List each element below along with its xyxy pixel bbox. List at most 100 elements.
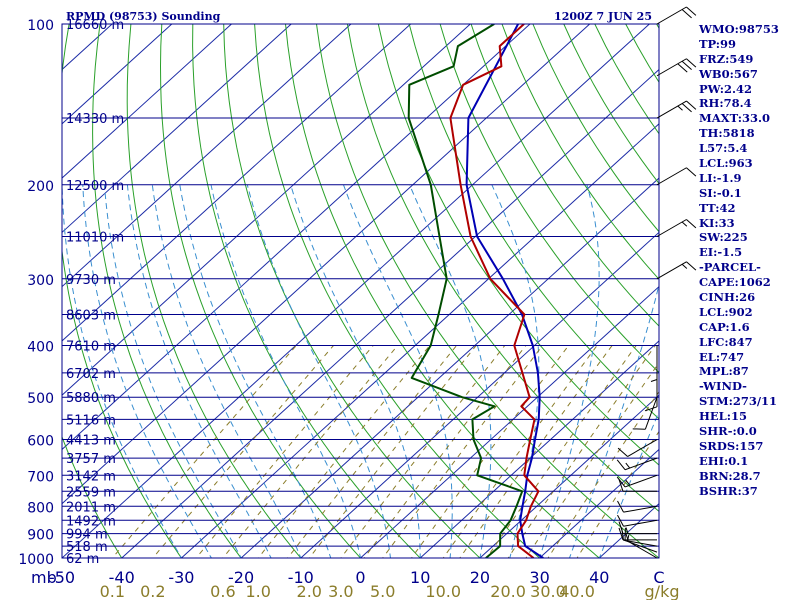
isotherm-line: [62, 24, 650, 558]
temperature-tick-label: 0: [355, 568, 365, 587]
index-item: SRDS:157: [699, 438, 764, 453]
moist-adiabat-line: [246, 184, 392, 558]
isotherm-line: [121, 68, 659, 558]
index-item: -PARCEL-: [699, 260, 761, 275]
parcel-trace: [465, 24, 544, 558]
mixing-ratio-line: [340, 345, 506, 558]
index-item: CAPE:1062: [699, 275, 771, 290]
index-item: CAP:1.6: [699, 319, 750, 334]
isotherm-line: [360, 285, 659, 558]
wind-barb-flag: [686, 100, 697, 110]
index-item: TP:99: [699, 36, 737, 51]
index-item: HEL:15: [699, 409, 747, 424]
index-item: FRZ:549: [699, 51, 754, 66]
height-label: 518 m: [66, 540, 108, 555]
temperature-trace: [449, 24, 540, 558]
mixing-ratio-line: [363, 345, 527, 558]
height-label: 994 m: [66, 528, 108, 543]
station-title: RPMD (98753) Sounding: [66, 10, 221, 23]
wind-barb-staff: [627, 540, 658, 559]
wind-barb-flag: [618, 527, 624, 541]
moist-adiabat-line: [179, 184, 332, 558]
wind-barb: [616, 474, 658, 488]
wind-barb-staff: [656, 100, 687, 119]
wind-barb: [656, 58, 697, 77]
pressure-label: 200: [27, 179, 54, 195]
height-label: 3142 m: [66, 469, 116, 484]
isotherm-line: [62, 24, 173, 125]
wind-barb-flag: [617, 447, 628, 457]
height-label: 12500 m: [66, 179, 124, 194]
isotherm-line: [62, 24, 232, 179]
pressure-label: 100: [27, 18, 54, 34]
moist-adiabat-line: [539, 184, 600, 558]
mixing-ratio-label: 2.0: [297, 582, 322, 600]
moist-adiabat-line: [151, 184, 302, 558]
mixing-ratio-line: [576, 430, 659, 558]
pressure-label: 1000: [18, 552, 54, 568]
mixing-ratio-label: 5.0: [370, 582, 395, 600]
pressure-label: 900: [27, 528, 54, 544]
temperature-tick-label: -10: [288, 568, 314, 587]
isotherm-line: [62, 24, 591, 505]
index-item: PW:2.42: [699, 81, 753, 96]
moist-adiabat-line: [62, 184, 183, 558]
pressure-label: 800: [27, 500, 54, 516]
mixing-ratio-line: [525, 361, 659, 558]
pressure-label: 500: [27, 391, 54, 407]
wind-barb: [656, 219, 697, 237]
isotherm-line: [479, 394, 659, 558]
mixing-ratio-unit: g/kg: [645, 582, 680, 600]
wind-barb: [624, 527, 658, 553]
moist-adiabat-line: [210, 184, 362, 558]
pressure-label: 400: [27, 340, 54, 356]
mixing-ratio-label: 40.0: [559, 582, 595, 600]
wind-barb-flag: [686, 6, 697, 16]
wind-barb-half-flag: [625, 462, 631, 469]
dry-adiabat-line: [92, 24, 242, 558]
height-label: 2559 m: [66, 485, 116, 500]
mixing-ratio-label: 30.0: [530, 582, 566, 600]
wind-barb-staff: [624, 540, 658, 553]
wind-barb-flag: [617, 500, 624, 513]
isotherm-line: [419, 340, 659, 558]
dry-adiabat-line: [192, 24, 421, 558]
index-item: MAXT:33.0: [699, 111, 770, 126]
moist-adiabat-line: [568, 282, 659, 558]
wind-barb-flag: [677, 63, 688, 73]
moist-adiabat-line: [491, 184, 540, 558]
mixing-ratio-line: [382, 345, 543, 558]
isotherm-line: [62, 24, 411, 342]
index-item: RH:78.4: [699, 96, 752, 111]
isotherm-line: [62, 24, 471, 396]
pressure-label: 300: [27, 273, 54, 289]
height-label: 1492 m: [66, 514, 116, 529]
index-item: L57:5.4: [699, 141, 748, 156]
mixing-ratio-line: [547, 390, 659, 558]
wind-barb: [656, 6, 697, 25]
index-item: -WIND-: [699, 379, 747, 394]
dry-adiabat-line: [284, 24, 601, 558]
height-label: 62 m: [66, 552, 99, 567]
index-item: EHI:0.1: [699, 453, 749, 468]
index-item: SW:225: [699, 230, 748, 245]
mb-label: mb: [31, 568, 57, 587]
wind-barb-flag: [686, 58, 697, 68]
height-label: 14330 m: [66, 112, 124, 127]
height-label: 5116 m: [66, 413, 116, 428]
wind-barb: [656, 167, 697, 186]
index-item: WB0:567: [699, 66, 758, 81]
temperature-tick-label: -30: [168, 568, 194, 587]
index-item: EL:747: [699, 349, 745, 364]
height-label: 3757 m: [66, 452, 116, 467]
mixing-ratio-line: [222, 345, 398, 558]
moist-adiabat-line: [409, 184, 492, 558]
index-item: BSHR:37: [699, 483, 758, 498]
wind-barb: [650, 345, 658, 382]
isotherm-line: [62, 24, 352, 288]
index-item: TH:5818: [699, 126, 755, 141]
mixing-ratio-label: 0.6: [210, 582, 235, 600]
index-item: CINH:26: [699, 290, 756, 305]
temperature-unit-label: C: [653, 568, 664, 587]
